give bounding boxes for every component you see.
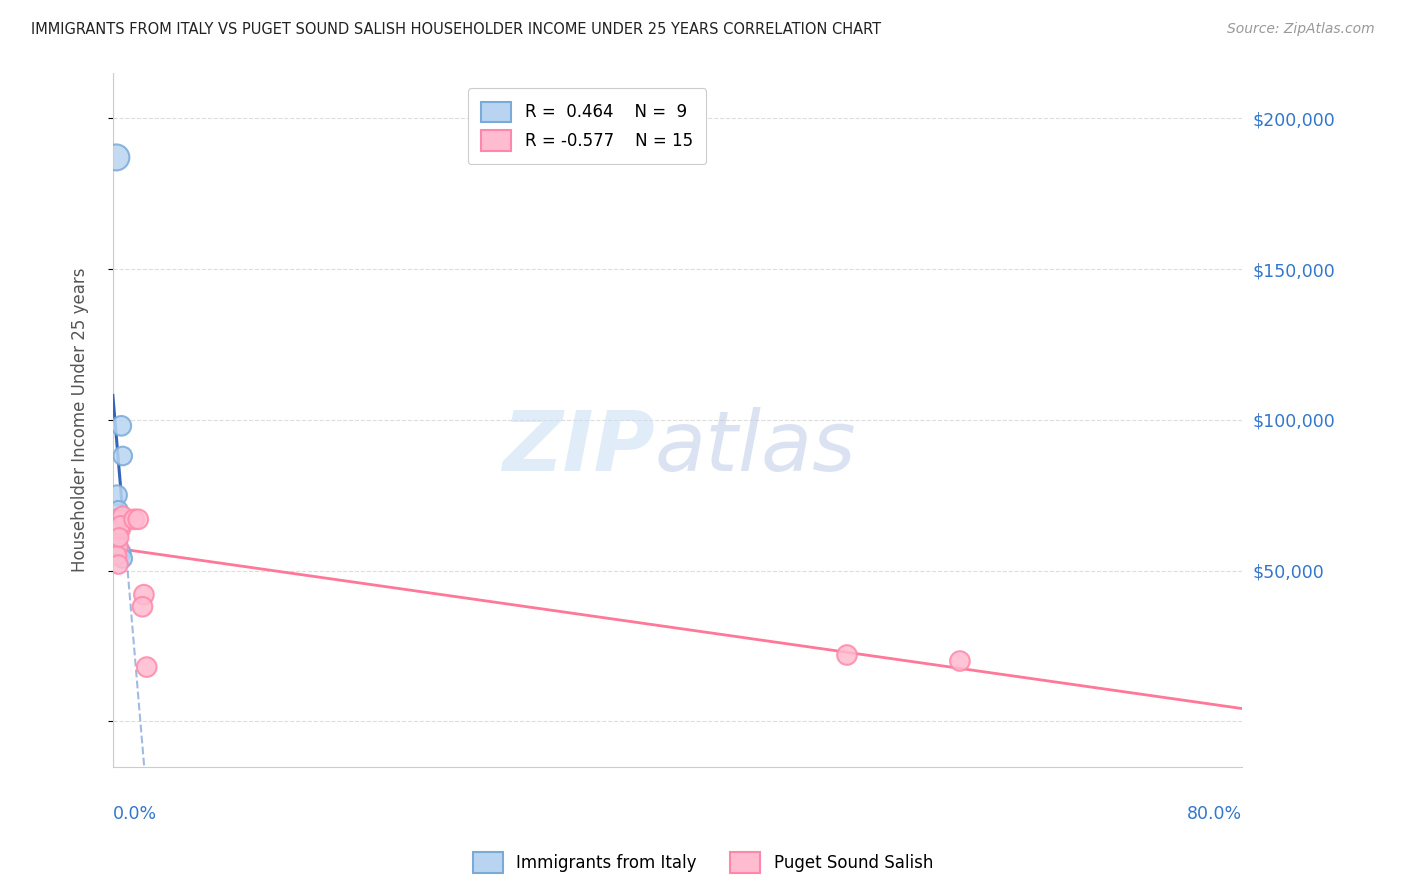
Text: 0.0%: 0.0% bbox=[112, 805, 157, 823]
Point bbox=[105, 549, 128, 563]
Text: Source: ZipAtlas.com: Source: ZipAtlas.com bbox=[1227, 22, 1375, 37]
Point bbox=[949, 654, 972, 668]
Point bbox=[127, 512, 149, 526]
Point bbox=[835, 648, 858, 662]
Point bbox=[111, 509, 134, 524]
Point bbox=[110, 545, 132, 559]
Point bbox=[108, 530, 131, 544]
Point bbox=[110, 521, 132, 535]
Point bbox=[104, 527, 127, 541]
Point bbox=[131, 599, 153, 614]
Point bbox=[110, 518, 132, 533]
Text: atlas: atlas bbox=[655, 407, 856, 488]
Point bbox=[111, 449, 134, 463]
Text: 80.0%: 80.0% bbox=[1187, 805, 1243, 823]
Text: ZIP: ZIP bbox=[502, 407, 655, 488]
Point bbox=[110, 418, 132, 433]
Text: IMMIGRANTS FROM ITALY VS PUGET SOUND SALISH HOUSEHOLDER INCOME UNDER 25 YEARS CO: IMMIGRANTS FROM ITALY VS PUGET SOUND SAL… bbox=[31, 22, 882, 37]
Point bbox=[105, 512, 128, 526]
Point bbox=[111, 551, 134, 566]
Point bbox=[132, 588, 155, 602]
Point bbox=[105, 488, 128, 502]
Point bbox=[107, 558, 129, 572]
Point bbox=[105, 540, 128, 554]
Legend: R =  0.464    N =  9, R = -0.577    N = 15: R = 0.464 N = 9, R = -0.577 N = 15 bbox=[468, 88, 706, 164]
Y-axis label: Householder Income Under 25 years: Householder Income Under 25 years bbox=[72, 268, 89, 572]
Point bbox=[110, 512, 132, 526]
Point bbox=[105, 524, 128, 539]
Point bbox=[135, 660, 157, 674]
Point bbox=[122, 512, 145, 526]
Point bbox=[105, 150, 128, 164]
Point bbox=[107, 540, 129, 554]
Point bbox=[107, 503, 129, 517]
Legend: Immigrants from Italy, Puget Sound Salish: Immigrants from Italy, Puget Sound Salis… bbox=[467, 846, 939, 880]
